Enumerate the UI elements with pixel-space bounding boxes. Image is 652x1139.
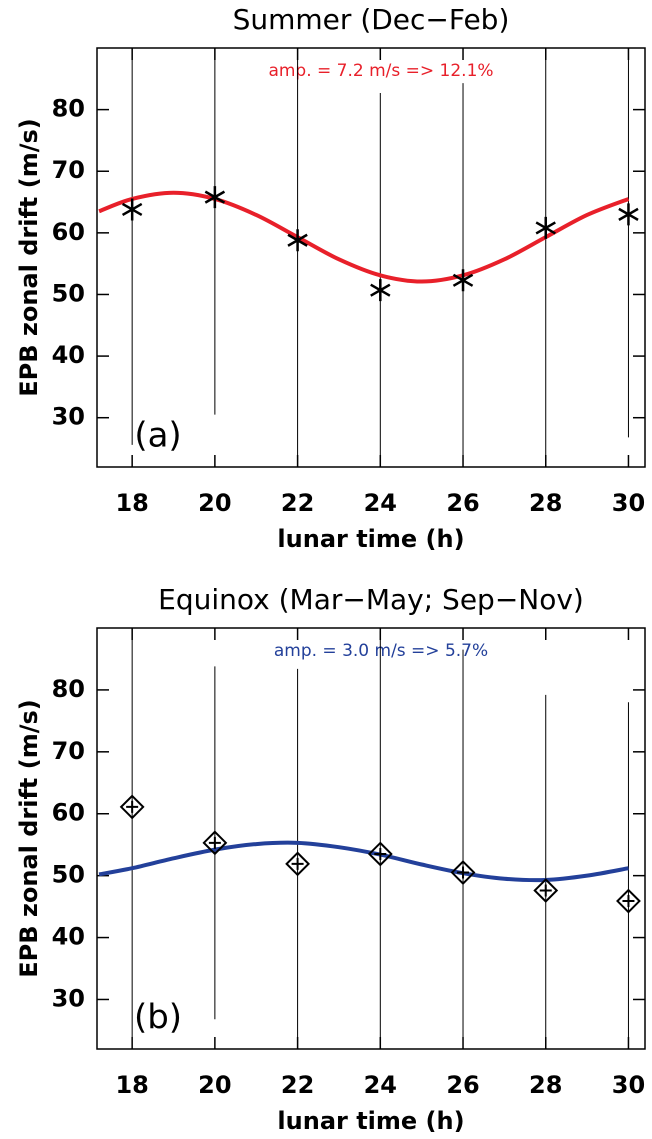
data-point [285,851,311,877]
x-tick-label: 26 [446,1071,479,1099]
marker [202,830,228,856]
marker [616,888,641,914]
plot-area [98,628,629,1049]
chart-title: Summer (Dec−Feb) [233,3,510,36]
panel-label: (b) [134,998,182,1038]
y-tick-label: 30 [52,403,85,431]
y-tick-label: 80 [52,675,85,703]
x-tick-label: 24 [364,1071,397,1099]
y-tick-label: 70 [52,737,85,765]
panel: Equinox (Mar−May; Sep−Nov) lunar time (h)… [15,583,646,1135]
marker [450,860,476,885]
x-tick-label: 26 [446,489,479,517]
y-tick-label: 40 [52,923,85,951]
x-axis-label: lunar time (h) [277,525,464,553]
data-point [533,878,559,903]
annotation: amp. = 3.0 m/s => 5.7% [274,641,488,661]
annotation: amp. = 7.2 m/s => 12.1% [268,61,493,81]
marker [533,878,559,903]
data-point [616,888,641,914]
marker [618,203,639,226]
marker [367,841,393,867]
marker [285,851,311,877]
x-tick-label: 30 [612,1071,645,1099]
marker [119,794,145,820]
y-tick-label: 60 [52,218,85,246]
y-tick-label: 60 [52,799,85,827]
panel-label: (a) [134,416,181,456]
y-tick-label: 50 [52,861,85,889]
y-axis-label: EPB zonal drift (m/s) [15,118,43,396]
marker [287,229,308,252]
x-tick-label: 18 [115,1071,148,1099]
data-point [452,269,474,292]
data-point [535,216,556,239]
plot-frame [96,47,646,468]
data-point [618,203,639,226]
marker [121,198,143,221]
x-tick-label: 18 [115,489,148,517]
y-axis-label: EPB zonal drift (m/s) [15,699,43,977]
fit-curve [98,840,629,883]
chart-title: Equinox (Mar−May; Sep−Nov) [158,583,584,616]
panel: Summer (Dec−Feb) lunar time (h) EPB zonal … [15,3,646,553]
marker [370,279,391,302]
fit-curve [98,190,630,284]
y-tick-label: 80 [52,95,85,123]
y-tick-label: 40 [52,341,85,369]
data-point [287,229,308,252]
marker [452,269,474,292]
data-point [450,860,476,885]
x-tick-label: 20 [198,489,231,517]
marker [535,216,556,239]
data-point [204,186,226,209]
x-axis-label: lunar time (h) [277,1107,464,1135]
x-tick-label: 28 [529,489,562,517]
data-point [367,841,393,867]
y-tick-label: 30 [52,984,85,1012]
y-tick-label: 50 [52,279,85,307]
data-point [119,794,145,820]
data-point [202,830,228,856]
x-tick-label: 20 [198,1071,231,1099]
data-point [121,198,143,221]
x-tick-label: 22 [281,489,314,517]
x-tick-label: 28 [529,1071,562,1099]
data-point [370,279,391,302]
x-tick-label: 22 [281,1071,314,1099]
plot-frame [96,627,646,1050]
marker [204,186,226,209]
y-tick-label: 70 [52,156,85,184]
x-tick-label: 30 [612,489,645,517]
x-tick-label: 24 [364,489,397,517]
